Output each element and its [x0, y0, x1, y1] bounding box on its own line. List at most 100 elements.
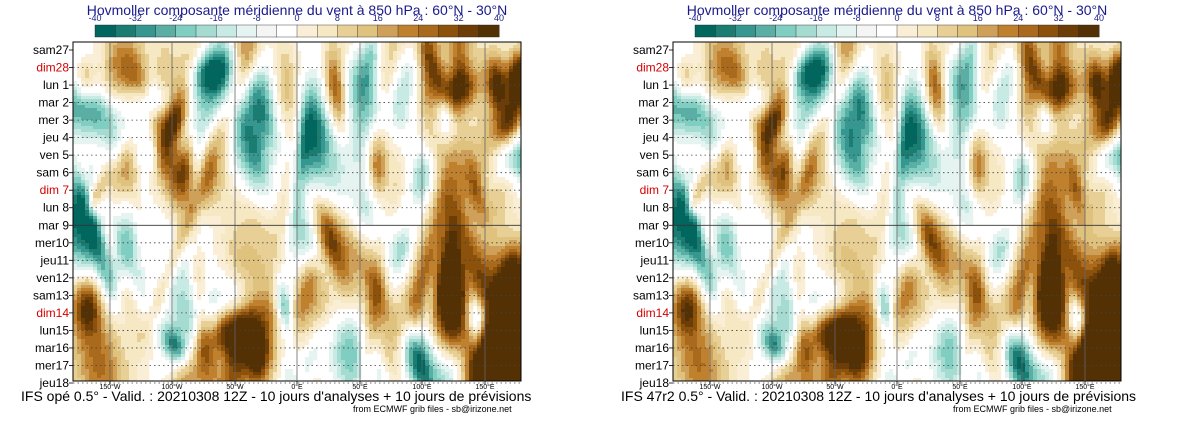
day-label: mer 3 — [38, 113, 69, 127]
chart-caption: IFS 47r2 0.5° - Valid. : 20210308 12Z - … — [621, 388, 1136, 404]
colorbar-tick-label: -16 — [210, 13, 223, 23]
day-label: sam13 — [633, 288, 669, 302]
day-label: ven12 — [636, 271, 669, 285]
colorbar-swatch — [337, 24, 359, 38]
day-label: jeu18 — [39, 376, 70, 390]
day-label: mar 2 — [38, 96, 69, 110]
day-label: lun 1 — [643, 78, 669, 92]
colorbar-swatch — [175, 24, 197, 38]
hovmoller-chart-ifs-47r2: Hovmoller composante méridienne du vent … — [621, 2, 1136, 414]
day-label: sam13 — [33, 288, 69, 302]
longitude-label: 0°E — [291, 383, 303, 391]
longitude-label: 50°E — [952, 383, 968, 391]
colorbar-tick-label: 40 — [494, 13, 504, 23]
day-label: mer 3 — [638, 113, 669, 127]
colorbar-swatch — [195, 24, 217, 38]
longitude-label: 0°E — [891, 383, 903, 391]
colorbar-swatch — [114, 24, 136, 38]
colorbar-swatch — [135, 24, 157, 38]
day-label: dim14 — [36, 306, 69, 320]
day-label: mar16 — [35, 341, 69, 355]
day-label: sam27 — [33, 43, 69, 57]
colorbar-tick-label: -40 — [688, 13, 701, 23]
colorbar-swatch — [714, 24, 736, 38]
colorbar-swatch — [896, 24, 918, 38]
colorbar-swatch — [735, 24, 757, 38]
day-label: jeu 4 — [42, 131, 69, 145]
day-label: lun 8 — [43, 201, 69, 215]
colorbar-tick-label: -8 — [853, 13, 861, 23]
colorbar-swatch — [256, 24, 278, 38]
longitude-label: 50°E — [352, 383, 368, 391]
day-label: jeu11 — [640, 253, 670, 267]
colorbar-swatch — [815, 24, 837, 38]
colorbar-swatch — [775, 24, 797, 38]
colorbar-tick-label: 8 — [935, 13, 940, 23]
day-label: dim28 — [636, 61, 669, 75]
longitude-label: 150°W — [99, 383, 120, 391]
colorbar-swatch — [957, 24, 979, 38]
day-label: mar 9 — [638, 218, 669, 232]
colorbar-swatch — [155, 24, 177, 38]
day-label: mar 9 — [38, 218, 69, 232]
day-label: dim 7 — [640, 183, 670, 197]
colorbar-swatch — [836, 24, 858, 38]
day-label: mer17 — [35, 358, 69, 372]
colorbar-tick-label: 24 — [1013, 13, 1023, 23]
day-label: lun15 — [40, 323, 70, 337]
day-label: sam27 — [633, 43, 669, 57]
colorbar-tick-label: 0 — [894, 13, 899, 23]
day-label: lun15 — [640, 323, 670, 337]
colorbar-swatch — [1078, 24, 1100, 38]
day-label: lun 1 — [43, 78, 69, 92]
colorbar-swatch — [94, 24, 116, 38]
day-label: dim28 — [36, 61, 69, 75]
colorbar-swatch — [438, 24, 460, 38]
colorbar-swatch — [1018, 24, 1039, 38]
colorbar-tick-label: 8 — [335, 13, 340, 23]
colorbar-swatch — [478, 24, 500, 38]
day-label: mer17 — [635, 358, 669, 372]
longitude-label: 100°W — [161, 383, 182, 391]
colorbar-swatch — [276, 24, 298, 38]
colorbar-swatch — [296, 24, 318, 38]
day-label: jeu 4 — [642, 131, 669, 145]
colorbar: -40 -32 -24 -16 -8 0 8 16 24 32 40 — [688, 13, 1104, 38]
colorbar-swatch — [876, 24, 898, 38]
colorbar-swatch — [856, 24, 878, 38]
hovmoller-chart-ifs-ope: Hovmoller composante méridienne du vent … — [21, 2, 531, 414]
day-label: dim 7 — [40, 183, 70, 197]
colorbar-tick-label: 16 — [373, 13, 383, 23]
colorbar-swatch — [977, 24, 999, 38]
colorbar-tick-label: 32 — [1054, 13, 1064, 23]
colorbar-tick-label: 32 — [454, 13, 464, 23]
colorbar-tick-label: 40 — [1094, 13, 1104, 23]
colorbar-tick-label: -32 — [729, 13, 742, 23]
day-label: lun 8 — [643, 201, 669, 215]
chart-credit: from ECMWF grib files - sb@irizone.net — [353, 404, 512, 414]
colorbar-swatch — [1038, 24, 1060, 38]
heatmap-field — [673, 42, 1122, 382]
colorbar-tick-label: 0 — [294, 13, 299, 23]
colorbar-swatch — [397, 24, 419, 38]
colorbar-tick-label: -8 — [253, 13, 261, 23]
colorbar: -40 -32 -24 -16 -8 0 8 16 24 32 40 — [88, 13, 504, 38]
hovmoller-panel-ifs-47r2: Hovmoller composante méridienne du vent … — [600, 0, 1200, 424]
longitude-label: 150°E — [1075, 383, 1094, 391]
colorbar-tick-label: 24 — [413, 13, 423, 23]
day-label: sam 6 — [36, 166, 69, 180]
colorbar-swatch — [997, 24, 1019, 38]
colorbar-swatch — [917, 24, 938, 38]
colorbar-tick-label: -40 — [88, 13, 101, 23]
colorbar-tick-label: -24 — [769, 13, 782, 23]
colorbar-tick-label: -24 — [169, 13, 182, 23]
colorbar-swatch — [317, 24, 338, 38]
colorbar-swatch — [755, 24, 777, 38]
colorbar-swatch — [357, 24, 379, 38]
longitude-label: 150°E — [475, 383, 494, 391]
day-label: ven 5 — [640, 148, 670, 162]
day-label: jeu18 — [639, 376, 670, 390]
hovmoller-panel-ifs-ope: Hovmoller composante méridienne du vent … — [21, 2, 531, 414]
colorbar-tick-label: 16 — [973, 13, 983, 23]
colorbar-swatch — [418, 24, 439, 38]
